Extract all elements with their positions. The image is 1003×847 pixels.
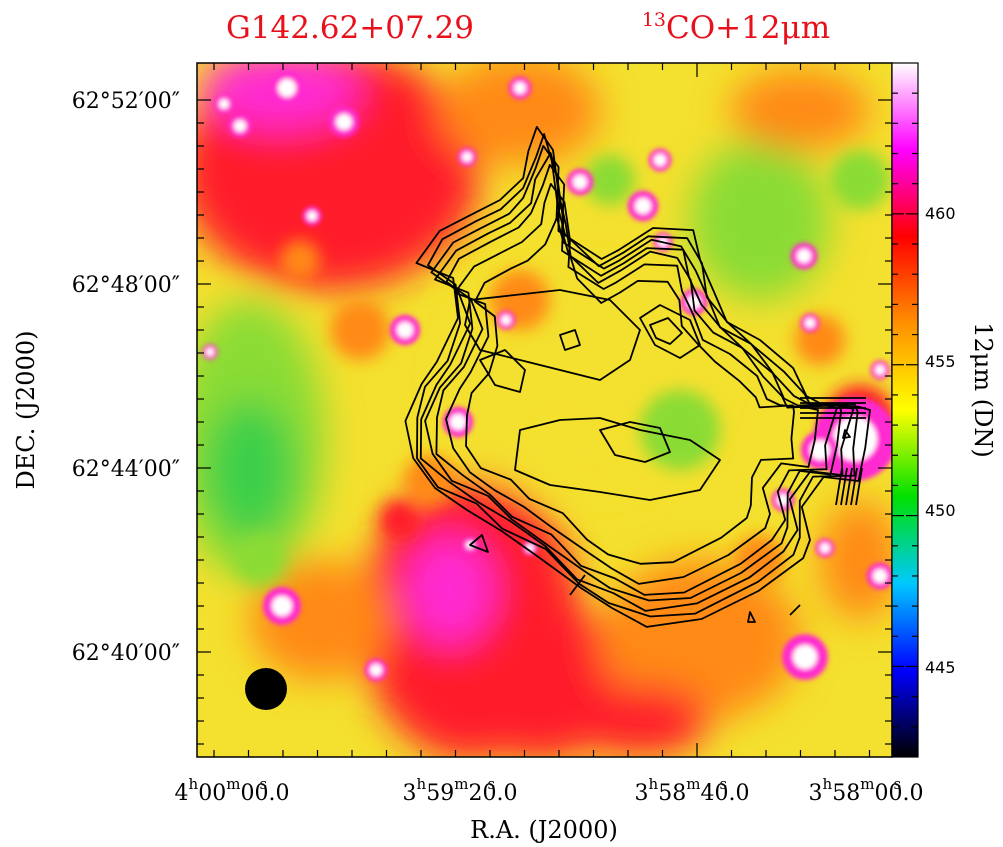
colorbar-ticks <box>892 92 918 728</box>
co-contour <box>416 133 859 618</box>
colorbar-tick-label: 460 <box>925 204 956 223</box>
point-source <box>573 175 587 189</box>
point-source <box>336 114 352 130</box>
colorbar-tick-labels: 460 455 450 445 <box>925 204 956 677</box>
emission-blob <box>690 140 830 300</box>
emission-knot <box>530 420 590 480</box>
y-tick-label: 62°40′00″ <box>72 641 180 666</box>
co-contour <box>599 421 671 463</box>
co-contour <box>465 202 795 565</box>
co-contour <box>845 467 853 506</box>
emission-knot <box>235 535 285 585</box>
point-source <box>797 249 811 263</box>
point-source <box>501 315 511 325</box>
point-source <box>219 99 229 109</box>
co-contours <box>404 126 871 628</box>
x-tick-label: 4h00m00.0s <box>175 775 290 806</box>
emission-blob <box>405 535 495 645</box>
point-source <box>873 569 887 583</box>
co-contour <box>835 467 843 506</box>
x-axis-title: R.A. (J2000) <box>470 816 618 844</box>
colorbar-tick-label: 445 <box>925 658 956 677</box>
emission-knot <box>330 300 390 360</box>
point-source <box>462 152 472 162</box>
co-contour <box>850 467 858 506</box>
emission-blob <box>440 63 600 165</box>
co-contour <box>747 611 756 623</box>
title-right: 13CO+12μm <box>642 9 830 46</box>
x-tick-label: 3h59m20.0s <box>403 775 518 806</box>
co-contour <box>855 467 863 506</box>
point-source <box>234 120 246 132</box>
colorbar <box>891 62 919 758</box>
x-tick-label: 3h58m00.0s <box>809 775 924 806</box>
co-contour <box>639 304 701 359</box>
point-source <box>307 211 317 221</box>
point-source <box>370 664 382 676</box>
co-contour <box>569 574 586 596</box>
emission-knot <box>830 150 890 210</box>
co-contour <box>842 429 851 439</box>
colorbar-tick-label: 455 <box>925 352 956 371</box>
point-source <box>654 154 666 166</box>
point-source <box>397 322 413 338</box>
emission-blob <box>205 400 295 540</box>
co-contour <box>789 604 801 616</box>
emission-knot <box>280 240 320 280</box>
co-contour <box>514 417 721 501</box>
point-source <box>805 318 815 328</box>
emission-knot <box>380 500 420 540</box>
co-contour <box>559 329 581 351</box>
point-source <box>450 414 466 430</box>
colorbar-tick-label: 450 <box>925 501 956 520</box>
co-contour <box>840 467 848 506</box>
x-tick-labels: 4h00m00.0s 3h59m20.0s 3h58m40.0s 3h58m00… <box>175 775 924 806</box>
point-source <box>793 645 817 669</box>
emission-blob <box>730 70 870 150</box>
map-tick-marks <box>197 63 892 757</box>
co-contour <box>464 289 641 381</box>
emission-knot <box>585 155 635 205</box>
co-contour <box>445 183 819 585</box>
emission-blob <box>570 685 710 755</box>
point-source <box>635 198 651 214</box>
point-source <box>514 82 526 94</box>
emission-knot <box>640 390 720 470</box>
y-tick-label: 62°52′00″ <box>72 89 180 114</box>
beam-marker <box>245 668 287 710</box>
title-left: G142.62+07.29 <box>226 10 474 46</box>
co-contour <box>479 349 526 393</box>
y-tick-label: 62°48′00″ <box>72 273 180 298</box>
co-contour <box>435 164 838 596</box>
title-right-superscript: 13 <box>642 9 666 31</box>
point-source <box>206 348 214 356</box>
y-tick-label: 62°44′00″ <box>72 457 180 482</box>
point-source <box>875 365 885 375</box>
x-tick-label: 3h58m40.0s <box>635 775 750 806</box>
point-source <box>272 596 292 616</box>
point-source <box>820 543 830 553</box>
y-tick-labels: 62°52′00″ 62°48′00″ 62°44′00″ 62°40′00″ <box>72 89 180 666</box>
infrared-map <box>197 63 892 757</box>
title-right-main: CO+12μm <box>666 10 830 46</box>
y-axis-title: DEC. (J2000) <box>12 331 40 490</box>
co-contour <box>469 534 489 553</box>
co-contour <box>419 145 855 612</box>
co-contour <box>649 317 683 345</box>
emission-blob <box>820 500 892 620</box>
point-source <box>278 79 296 97</box>
colorbar-title: 12μm (DN) <box>969 322 997 458</box>
